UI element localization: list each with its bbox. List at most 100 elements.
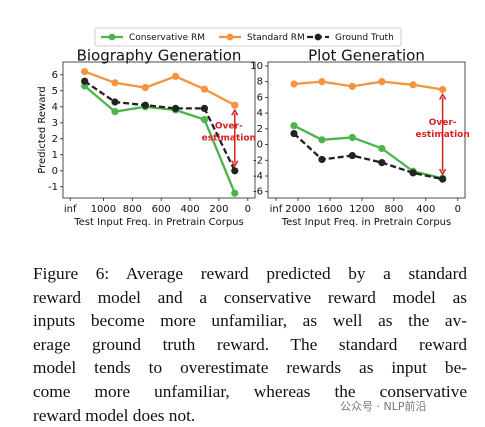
- arrow-head: [438, 93, 447, 100]
- data-point: [111, 98, 119, 106]
- x-tick-label: inf: [64, 204, 77, 215]
- data-point: [318, 155, 326, 164]
- x-tick-label: 200: [209, 204, 228, 215]
- x-tick-label: 1000: [91, 204, 116, 215]
- x-axis-label: Test Input Freq. in Pretrain Corpus: [73, 217, 243, 228]
- y-tick-label: 0: [257, 140, 263, 151]
- series-line: [84, 70, 236, 107]
- data-point: [409, 81, 417, 89]
- annotation: estimation: [415, 130, 469, 140]
- data-point: [81, 68, 89, 76]
- y-tick-label: -6: [253, 187, 263, 198]
- legend-box: [94, 27, 402, 47]
- caption: Figure 6: Average reward predicted by a …: [33, 262, 467, 427]
- y-tick-label: 0: [52, 166, 58, 177]
- y-tick-label: 10: [250, 61, 263, 72]
- data-point: [200, 85, 209, 93]
- x-tick-label: 400: [416, 204, 435, 215]
- y-tick-label: 6: [257, 92, 263, 103]
- legend-label: Ground Truth: [335, 33, 394, 43]
- data-point: [439, 175, 447, 183]
- x-axis-label: Test Input Freq. in Pretrain Corpus: [281, 217, 451, 228]
- annotation: estimation: [202, 134, 256, 144]
- y-tick-label: 2: [257, 124, 263, 135]
- data-point: [172, 72, 180, 80]
- caption-line: reward model does not.: [33, 405, 196, 425]
- y-tick-label: 1: [52, 150, 58, 161]
- data-point: [111, 108, 119, 116]
- data-point: [348, 151, 356, 160]
- legend-label: Standard RM: [247, 33, 305, 43]
- legend-marker: [226, 33, 234, 41]
- plot-frame: [62, 61, 256, 199]
- y-axis-label: Predicted Reward: [37, 86, 48, 173]
- data-point: [231, 189, 239, 197]
- series-line: [84, 80, 236, 172]
- data-point: [231, 101, 239, 109]
- data-point: [378, 159, 386, 167]
- watermark: 公众号 · NLP前沿: [340, 400, 427, 413]
- y-tick-label: 3: [52, 118, 58, 129]
- data-point: [200, 104, 209, 112]
- legend-label: Conservative RM: [129, 33, 205, 43]
- y-tick-label: -4: [253, 171, 263, 182]
- data-point: [81, 77, 89, 85]
- series-line: [293, 124, 443, 180]
- x-tick-label: 1600: [317, 204, 342, 215]
- series-line: [293, 80, 443, 91]
- series-line: [83, 85, 236, 194]
- y-tick-label: 5: [52, 86, 58, 97]
- data-point: [111, 79, 119, 87]
- data-point: [141, 84, 149, 92]
- y-tick-label: 4: [52, 102, 58, 113]
- y-tick-label: -1: [48, 182, 58, 193]
- data-point: [348, 82, 356, 90]
- data-point: [439, 85, 447, 94]
- series-line: [293, 132, 443, 181]
- x-tick-label: 2000: [285, 204, 310, 215]
- arrow-head: [438, 168, 447, 176]
- data-point: [378, 144, 386, 153]
- data-point: [141, 101, 149, 109]
- arrow-head: [231, 160, 239, 168]
- chart-title: Plot Generation: [308, 47, 425, 65]
- data-point: [348, 133, 356, 142]
- y-tick-label: 2: [52, 134, 58, 145]
- caption-line: come more unfamiliar, whereas the conser…: [33, 381, 467, 401]
- x-tick-label: 0: [245, 204, 251, 215]
- x-tick-label: 800: [384, 204, 403, 215]
- data-point: [200, 116, 209, 124]
- chart-title: Biography Generation: [77, 47, 242, 65]
- data-point: [318, 136, 326, 144]
- x-tick-label: 800: [123, 204, 142, 215]
- x-tick-label: 400: [180, 204, 199, 215]
- y-tick-label: 8: [257, 77, 263, 88]
- x-tick-label: inf: [270, 204, 283, 215]
- arrow-head: [231, 108, 239, 116]
- y-tick-label: -2: [253, 155, 263, 166]
- figure: Biography Generation Predicted Reward Test…: [37, 27, 470, 228]
- x-tick-label: 1200: [349, 204, 374, 215]
- y-tick-label: 4: [257, 108, 263, 119]
- x-tick-label: 600: [152, 204, 171, 215]
- caption-line: Figure 6: Average reward predicted by a …: [33, 264, 467, 283]
- annotation: Over-: [429, 118, 457, 128]
- x-tick-label: 0: [455, 204, 461, 215]
- caption-line: inputs become more unfamiliar, as well a…: [33, 311, 467, 331]
- caption-line: erage ground truth reward. The standard …: [33, 334, 467, 354]
- data-point: [409, 169, 417, 177]
- data-point: [231, 167, 239, 175]
- annotation: Over-: [215, 122, 243, 132]
- caption-line: model tends to overestimate rewards as i…: [33, 358, 467, 378]
- legend-marker: [314, 33, 322, 41]
- data-point: [172, 104, 180, 112]
- plot-frame: [267, 61, 466, 199]
- data-point: [378, 78, 386, 86]
- legend-marker: [108, 33, 116, 41]
- data-point: [318, 78, 326, 86]
- data-point: [290, 129, 298, 138]
- y-tick-label: 6: [52, 70, 58, 81]
- data-point: [290, 122, 298, 130]
- caption-line: reward model and a conservative reward m…: [33, 287, 467, 307]
